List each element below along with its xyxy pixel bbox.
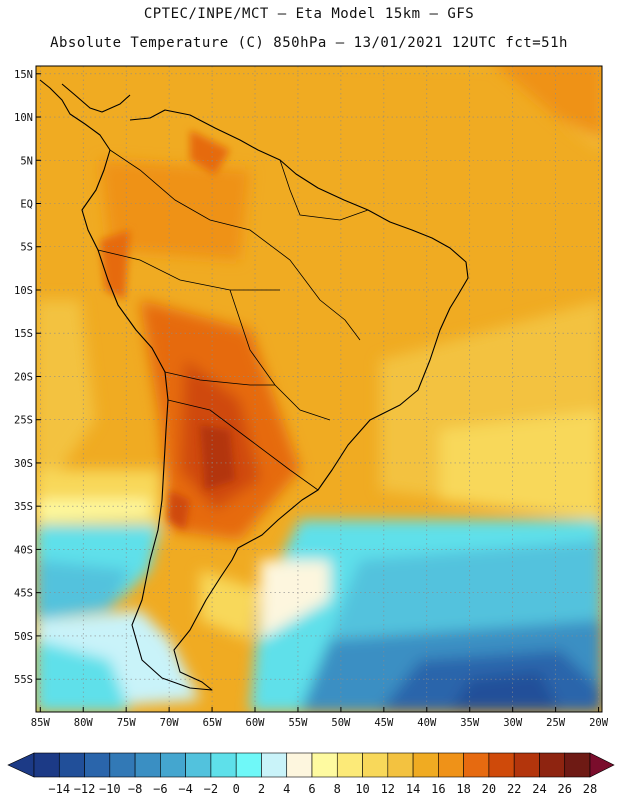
lat-label: 10N [14,112,33,124]
lon-label: 30W [503,717,523,729]
lat-label: 5N [20,155,33,167]
map-frame [35,65,603,713]
colorbar-cell [311,752,338,778]
temperature-map: 15N 10N 5N EQ 5S 10S 15S 20S 25S 30S 35S 40S 45S 50S 5… [14,65,609,729]
colorbar-label: 22 [507,782,521,796]
colorbar-cell [438,752,464,778]
lon-label: 20W [589,717,609,729]
colorbar-label: 0 [233,782,240,796]
colorbar-cell [261,752,288,778]
colorbar-label: −2 [204,782,218,796]
colorbar-cell [160,752,186,778]
lon-label: 45W [374,717,394,729]
colorbar-cell [539,752,566,778]
lat-label: 50S [14,631,33,643]
longitude-labels: 85W 80W 75W 70W 65W 60W 55W 50W 45W 40W 35W 30W 25W 2… [31,707,609,729]
lon-label: 85W [31,717,51,729]
colorbar-label: 28 [583,782,597,796]
country-borders [97,149,369,491]
colorbar-label: −8 [128,782,142,796]
colorbar-cell [235,752,262,778]
colorbar-cell [412,752,439,778]
colorbar-label: 24 [532,782,546,796]
colorbar-label: 16 [431,782,445,796]
colorbar-label: −10 [99,782,121,796]
colorbar-cell [362,752,389,778]
colorbar-label: 4 [283,782,290,796]
coastline-outline [39,79,469,691]
lat-label: 5S [20,242,33,254]
colorbar-cell [33,752,60,778]
lat-label: 25S [14,415,33,427]
title-line-1: CPTEC/INPE/MCT – Eta Model 15km – GFS [143,6,475,22]
colorbar-cell [463,752,490,778]
colorbar-cell [513,752,540,778]
colorbar-over-triangle [589,752,615,778]
lon-label: 40W [417,717,437,729]
lat-label: EQ [20,199,33,211]
colorbar-cell [564,752,591,778]
colorbar-cell [286,752,313,778]
latitude-labels: 15N 10N 5N EQ 5S 10S 15S 20S 25S 30S 35S 40S 45S 50S 5… [14,69,41,686]
lat-label: 45S [14,588,33,600]
lon-label: 60W [246,717,266,729]
colorbar-cell [109,752,136,778]
colorbar-cell [210,752,237,778]
lon-label: 50W [331,717,351,729]
lat-label: 40S [14,544,33,556]
lon-label: 65W [203,717,223,729]
lon-label: 55W [288,717,308,729]
colorbar-cell [134,752,161,778]
temperature-field [36,66,602,712]
lat-label: 15S [14,328,33,340]
colorbar-label: 10 [355,782,369,796]
lat-label: 35S [14,501,33,513]
colorbar-cell [387,752,414,778]
lat-label: 10S [14,285,33,297]
colorbar-label: −14 [48,782,70,796]
colorbar-label: 12 [381,782,395,796]
colorbar-cell [336,752,363,778]
colorbar-cell [185,752,212,778]
lat-label: 20S [14,371,33,383]
colorbar-label: −4 [178,782,192,796]
lat-label: 30S [14,458,33,470]
colorbar-under-triangle [7,752,35,778]
colorbar-cell [58,752,85,778]
lon-label: 75W [117,717,137,729]
colorbar-label: 18 [456,782,470,796]
lon-label: 80W [74,717,94,729]
colorbar-label: 2 [258,782,265,796]
lon-label: 70W [160,717,180,729]
colorbar-label: 6 [308,782,315,796]
colorbar-label: 20 [482,782,496,796]
lat-label: 15N [14,69,33,81]
title-line-2: Absolute Temperature (C) 850hPa – 13/01/… [50,35,568,51]
colorbar-cell [488,752,515,778]
lon-label: 25W [546,717,566,729]
colorbar-cell [84,752,111,778]
lat-label: 55S [14,674,33,686]
colorbar: −14 −12 −10 −8 −6 −4 −2 0 2 4 6 8 10 12 14 16 18 20 22 24 26… [7,752,615,796]
lon-label: 35W [460,717,480,729]
colorbar-label: 8 [334,782,341,796]
colorbar-label: 26 [558,782,572,796]
colorbar-label: −12 [74,782,96,796]
colorbar-label: −6 [153,782,167,796]
colorbar-label: 14 [406,782,420,796]
